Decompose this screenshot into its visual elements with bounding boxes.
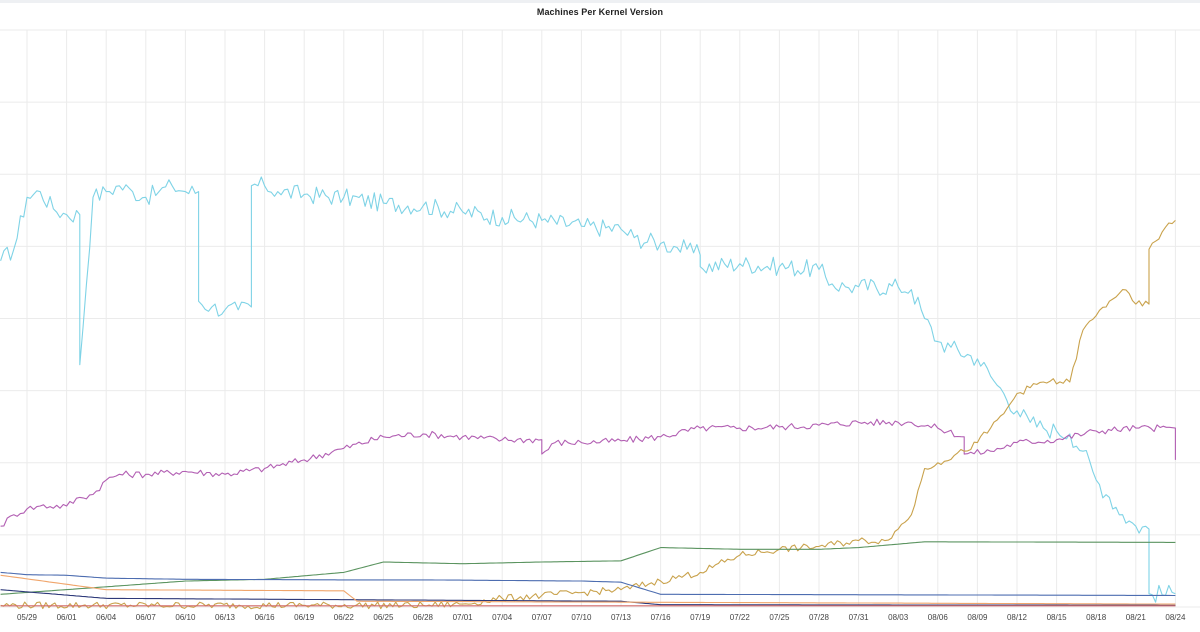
x-tick-label: 07/25 [769,613,790,622]
chart-title: Machines Per Kernel Version [536,7,664,17]
x-tick-label: 06/13 [215,613,236,622]
x-tick-label: 07/01 [453,613,474,622]
series-line-3 [0,220,1176,610]
x-tick-label: 06/01 [57,613,78,622]
x-tick-label: 07/07 [532,613,553,622]
x-tick-label: 08/03 [888,613,909,622]
x-tick-label: 06/16 [255,613,276,622]
x-tick-label: 08/21 [1126,613,1147,622]
x-tick-label: 06/28 [413,613,434,622]
x-tick-label: 08/18 [1086,613,1107,622]
x-tick-label: 07/19 [690,613,711,622]
x-tick-label: 07/10 [571,613,592,622]
x-tick-label: 06/07 [136,613,157,622]
x-tick-label: 08/06 [928,613,949,622]
series-line-7 [0,574,1176,605]
x-axis-tick-labels: 05/29 06/01 06/04 06/07 06/10 06/13 06/16 06/19… [17,613,1186,622]
x-tick-label: 07/04 [492,613,513,622]
x-tick-label: 06/10 [175,613,196,622]
x-tick-label: 08/12 [1007,613,1028,622]
x-tick-label: 06/04 [96,613,117,622]
grid-lines [0,29,1200,608]
x-tick-label: 08/15 [1047,613,1068,622]
x-tick-label: 05/29 [17,613,38,622]
x-tick-label: 07/22 [730,613,751,622]
x-tick-label: 06/22 [334,613,355,622]
series-line-1 [0,176,1176,603]
x-tick-label: 07/16 [651,613,672,622]
panel-top-border [0,0,1200,3]
x-tick-label: 08/09 [967,613,988,622]
series-line-2 [0,418,1176,527]
x-tick-label: 08/24 [1165,613,1186,622]
series-line-4 [0,541,1176,595]
x-tick-label: 07/13 [611,613,632,622]
x-tick-label: 07/31 [849,613,870,622]
x-tick-label: 07/28 [809,613,830,622]
series-line-5 [0,571,1176,597]
x-tick-label: 06/25 [373,613,394,622]
series-lines [0,176,1176,610]
x-tick-label: 06/19 [294,613,315,622]
series-line-6 [0,589,1176,606]
